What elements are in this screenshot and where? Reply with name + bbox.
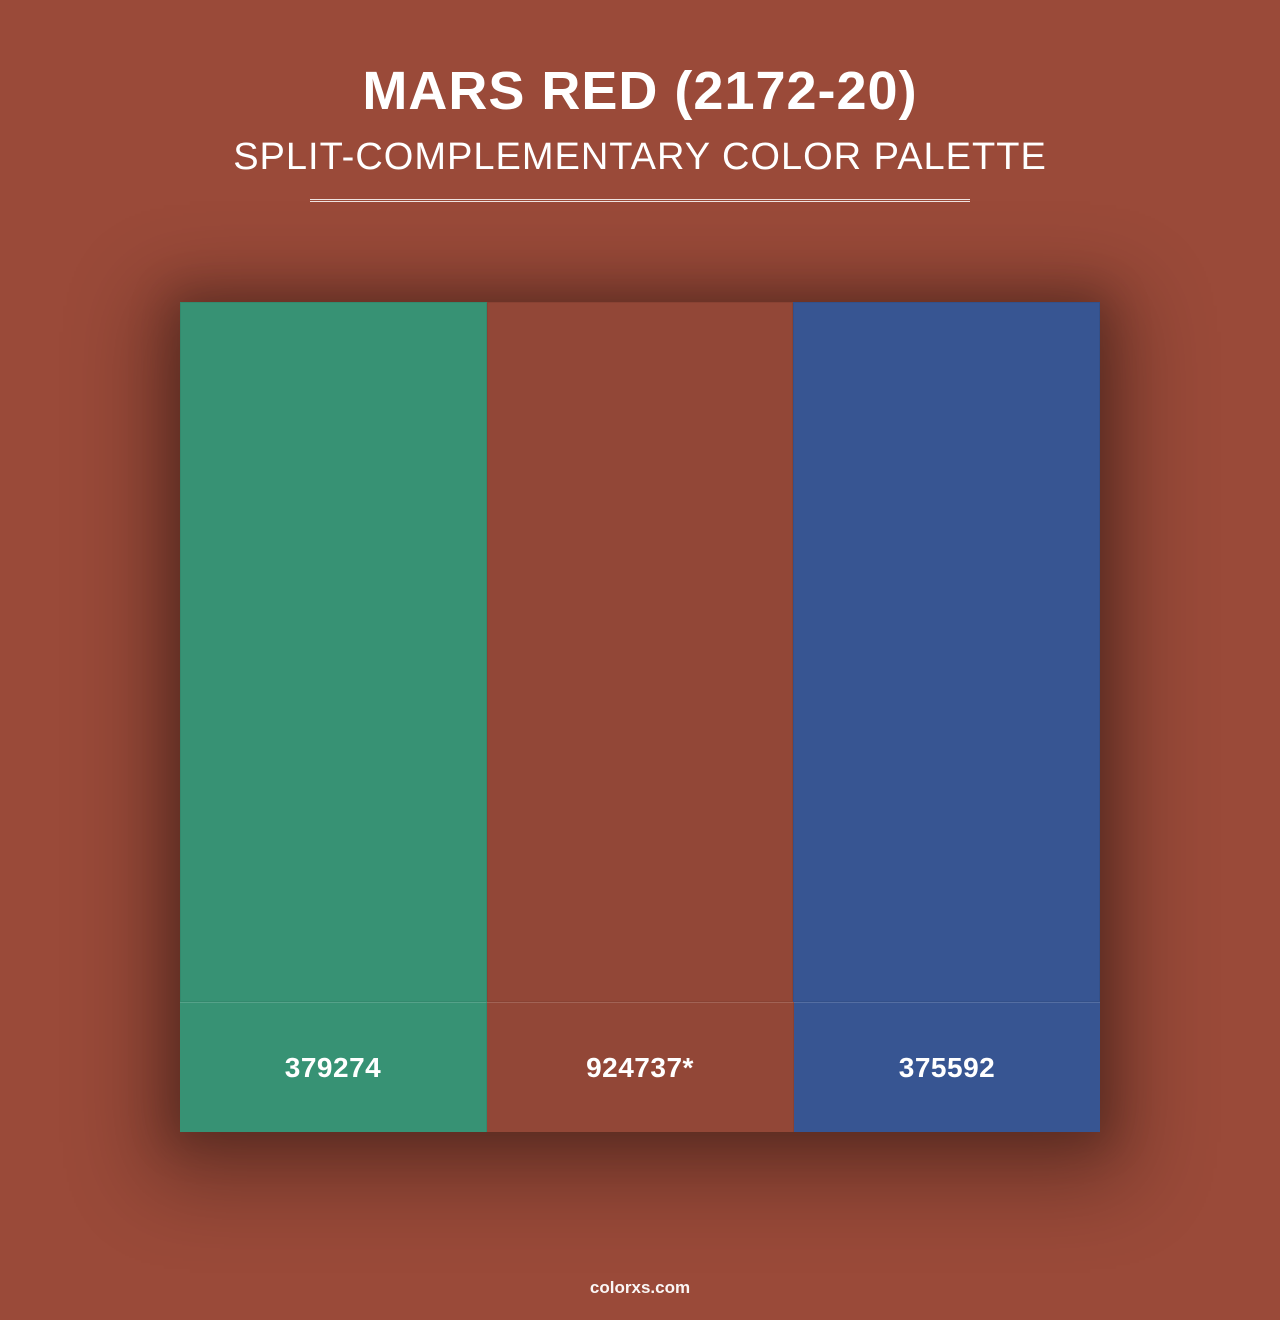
header: MARS RED (2172-20) SPLIT-COMPLEMENTARY C… [210, 60, 1070, 202]
swatch-label-2: 375592 [794, 1002, 1100, 1132]
footer-credit: colorxs.com [0, 1278, 1280, 1298]
label-row: 379274 924737* 375592 [180, 1002, 1100, 1132]
palette-card: MARS RED (2172-20) SPLIT-COMPLEMENTARY C… [0, 0, 1280, 1320]
palette-grid: 379274 924737* 375592 [180, 302, 1100, 1132]
swatch-label-0: 379274 [180, 1002, 487, 1132]
swatch-1 [487, 302, 794, 1002]
swatch-label-1: 924737* [487, 1002, 794, 1132]
swatch-0 [180, 302, 487, 1002]
page-subtitle: SPLIT-COMPLEMENTARY COLOR PALETTE [210, 136, 1070, 179]
swatch-2 [793, 302, 1100, 1002]
page-title: MARS RED (2172-20) [210, 60, 1070, 122]
header-divider [310, 199, 970, 202]
swatch-row [180, 302, 1100, 1002]
